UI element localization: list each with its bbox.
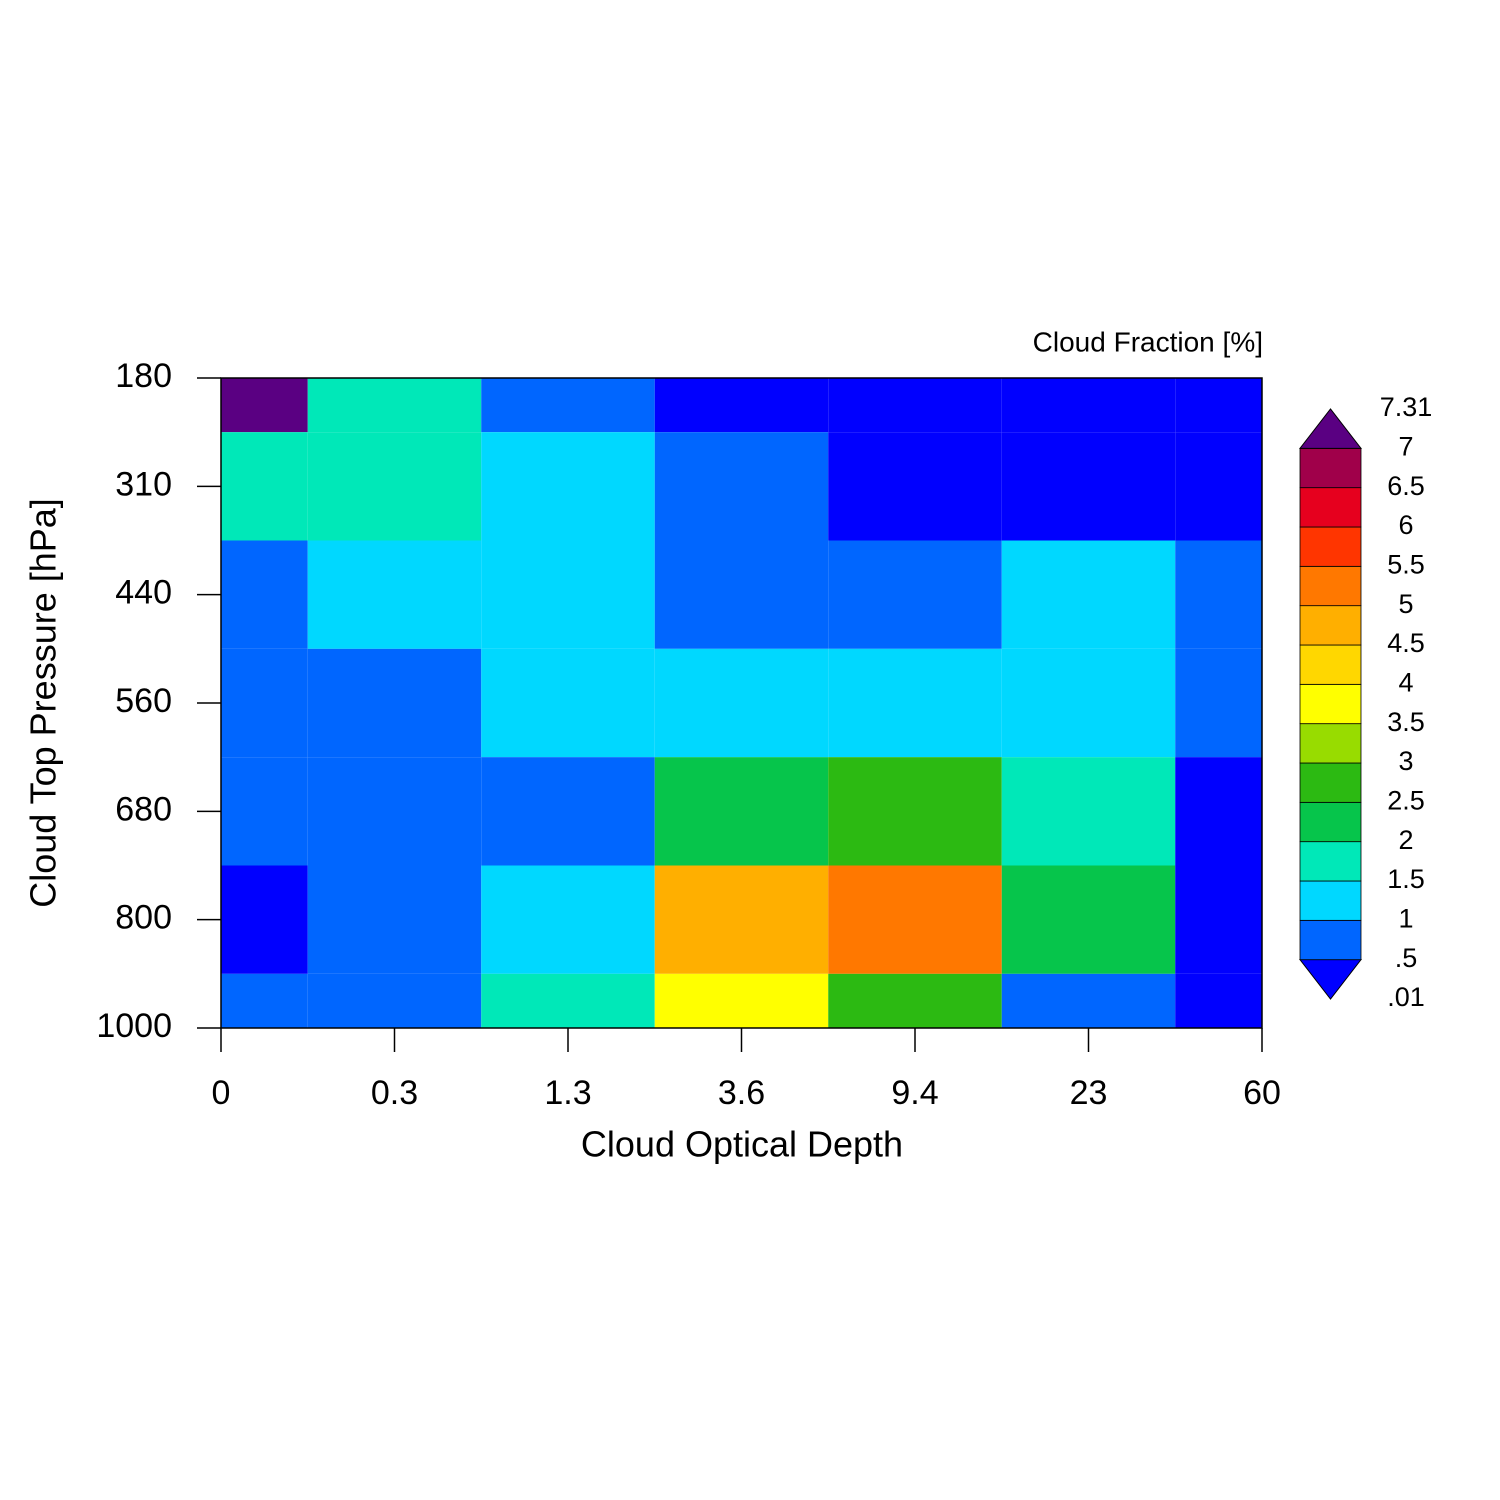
colorbar-label: 7	[1398, 431, 1413, 461]
heatmap-cell	[481, 432, 655, 541]
heatmap-cell	[1175, 973, 1262, 1028]
heatmap-cell	[828, 973, 1002, 1028]
y-tick-label: 1000	[96, 1007, 172, 1045]
heatmap-cell	[221, 432, 308, 541]
heatmap-cell	[654, 540, 829, 649]
colorbar-label: 3.5	[1387, 707, 1425, 737]
heatmap-cell	[481, 973, 655, 1028]
colorbar-label: 2	[1398, 825, 1413, 855]
heatmap-cell	[481, 648, 655, 758]
x-tick-label: 23	[1070, 1074, 1108, 1112]
heatmap-cell	[1001, 648, 1176, 758]
colorbar-box	[1299, 526, 1362, 567]
heatmap-cell	[307, 757, 482, 866]
colorbar-label: 4	[1398, 667, 1413, 697]
heatmap-cell	[1001, 865, 1176, 974]
heatmap-cell	[221, 378, 308, 433]
y-tick-label: 440	[115, 574, 172, 612]
colorbar-label: 1.5	[1387, 864, 1425, 894]
heatmap-cell	[307, 648, 482, 758]
colorbar-box	[1299, 605, 1362, 646]
y-axis-label: Cloud Top Pressure [hPa]	[23, 498, 64, 908]
colorbar-label: 6.5	[1387, 471, 1425, 501]
heatmap-cell	[1175, 432, 1262, 541]
x-tick-label: 0	[212, 1074, 231, 1112]
colorbar-triangle	[1298, 408, 1363, 449]
heatmap-cell	[481, 378, 655, 433]
x-axis-label: Cloud Optical Depth	[581, 1124, 903, 1165]
heatmap-cell	[1175, 865, 1262, 974]
heatmap-cell	[1175, 378, 1262, 433]
heatmap-cell	[654, 432, 829, 541]
heatmap-cell	[221, 973, 308, 1028]
heatmap-cell	[1175, 757, 1262, 866]
y-tick-label: 560	[115, 682, 172, 720]
heatmap-cell	[1001, 757, 1176, 866]
heatmap-cell	[654, 973, 829, 1028]
heatmap-cell	[1175, 648, 1262, 758]
heatmap-cell	[307, 378, 482, 433]
heatmap-cell	[1001, 973, 1176, 1028]
heatmap-cell	[1001, 432, 1176, 541]
heatmap-cell	[828, 757, 1002, 866]
heatmap-cell	[828, 648, 1002, 758]
y-tick-label: 800	[115, 899, 172, 937]
colorbar-label: 1	[1398, 903, 1413, 933]
colorbar-label: 7.31	[1380, 392, 1433, 422]
colorbar-label: 3	[1398, 746, 1413, 776]
heatmap-cell	[221, 865, 308, 974]
heatmap-cell	[828, 378, 1002, 433]
heatmap-cell	[481, 540, 655, 649]
colorbar-label: .5	[1395, 943, 1418, 973]
heatmap-cell	[1001, 540, 1176, 649]
heatmap-cell	[828, 865, 1002, 974]
heatmap-cell	[481, 757, 655, 866]
x-tick-label: 60	[1243, 1074, 1281, 1112]
heatmap-cell	[654, 865, 829, 974]
colorbar-label: 6	[1398, 510, 1413, 540]
heatmap-cell	[654, 757, 829, 866]
heatmap-cell	[481, 865, 655, 974]
heatmap-cell	[654, 378, 829, 433]
colorbar-box	[1299, 683, 1362, 725]
heatmap-cell	[1175, 540, 1262, 649]
colorbar-label: 5.5	[1387, 549, 1425, 579]
colorbar-box	[1299, 919, 1362, 961]
colorbar-label: 2.5	[1387, 785, 1425, 815]
colorbar-box	[1299, 565, 1362, 607]
x-tick-label: 1.3	[544, 1074, 591, 1112]
heatmap-cell	[307, 432, 482, 541]
heatmap-cell	[1001, 378, 1176, 433]
colorbar-box	[1299, 644, 1362, 685]
heatmap-cell	[307, 865, 482, 974]
y-tick-label: 180	[115, 357, 172, 395]
colorbar-label: .01	[1387, 982, 1425, 1012]
y-tick-label: 680	[115, 790, 172, 828]
heatmap-cell	[307, 540, 482, 649]
x-tick-label: 0.3	[371, 1074, 418, 1112]
colorbar-triangle	[1298, 959, 1363, 1000]
heatmap-cell	[221, 540, 308, 649]
heatmap-cell	[221, 757, 308, 866]
heatmap-cell	[221, 648, 308, 758]
colorbar-box	[1299, 880, 1362, 921]
heatmap-cell	[307, 973, 482, 1028]
colorbar-label: 5	[1398, 589, 1413, 619]
y-tick-label: 310	[115, 465, 172, 503]
x-tick-label: 3.6	[718, 1074, 765, 1112]
heatmap-cell	[828, 540, 1002, 649]
colorbar-box	[1299, 841, 1362, 882]
chart-title: Cloud Fraction [%]	[1033, 326, 1263, 357]
heatmap-cell	[828, 432, 1002, 541]
colorbar-label: 4.5	[1387, 628, 1425, 658]
colorbar-box	[1299, 447, 1362, 489]
colorbar-box	[1299, 801, 1362, 843]
heatmap-cell	[654, 648, 829, 758]
colorbar-box	[1299, 487, 1362, 528]
colorbar-box	[1299, 723, 1362, 764]
x-tick-label: 9.4	[891, 1074, 938, 1112]
colorbar-box	[1299, 762, 1362, 803]
